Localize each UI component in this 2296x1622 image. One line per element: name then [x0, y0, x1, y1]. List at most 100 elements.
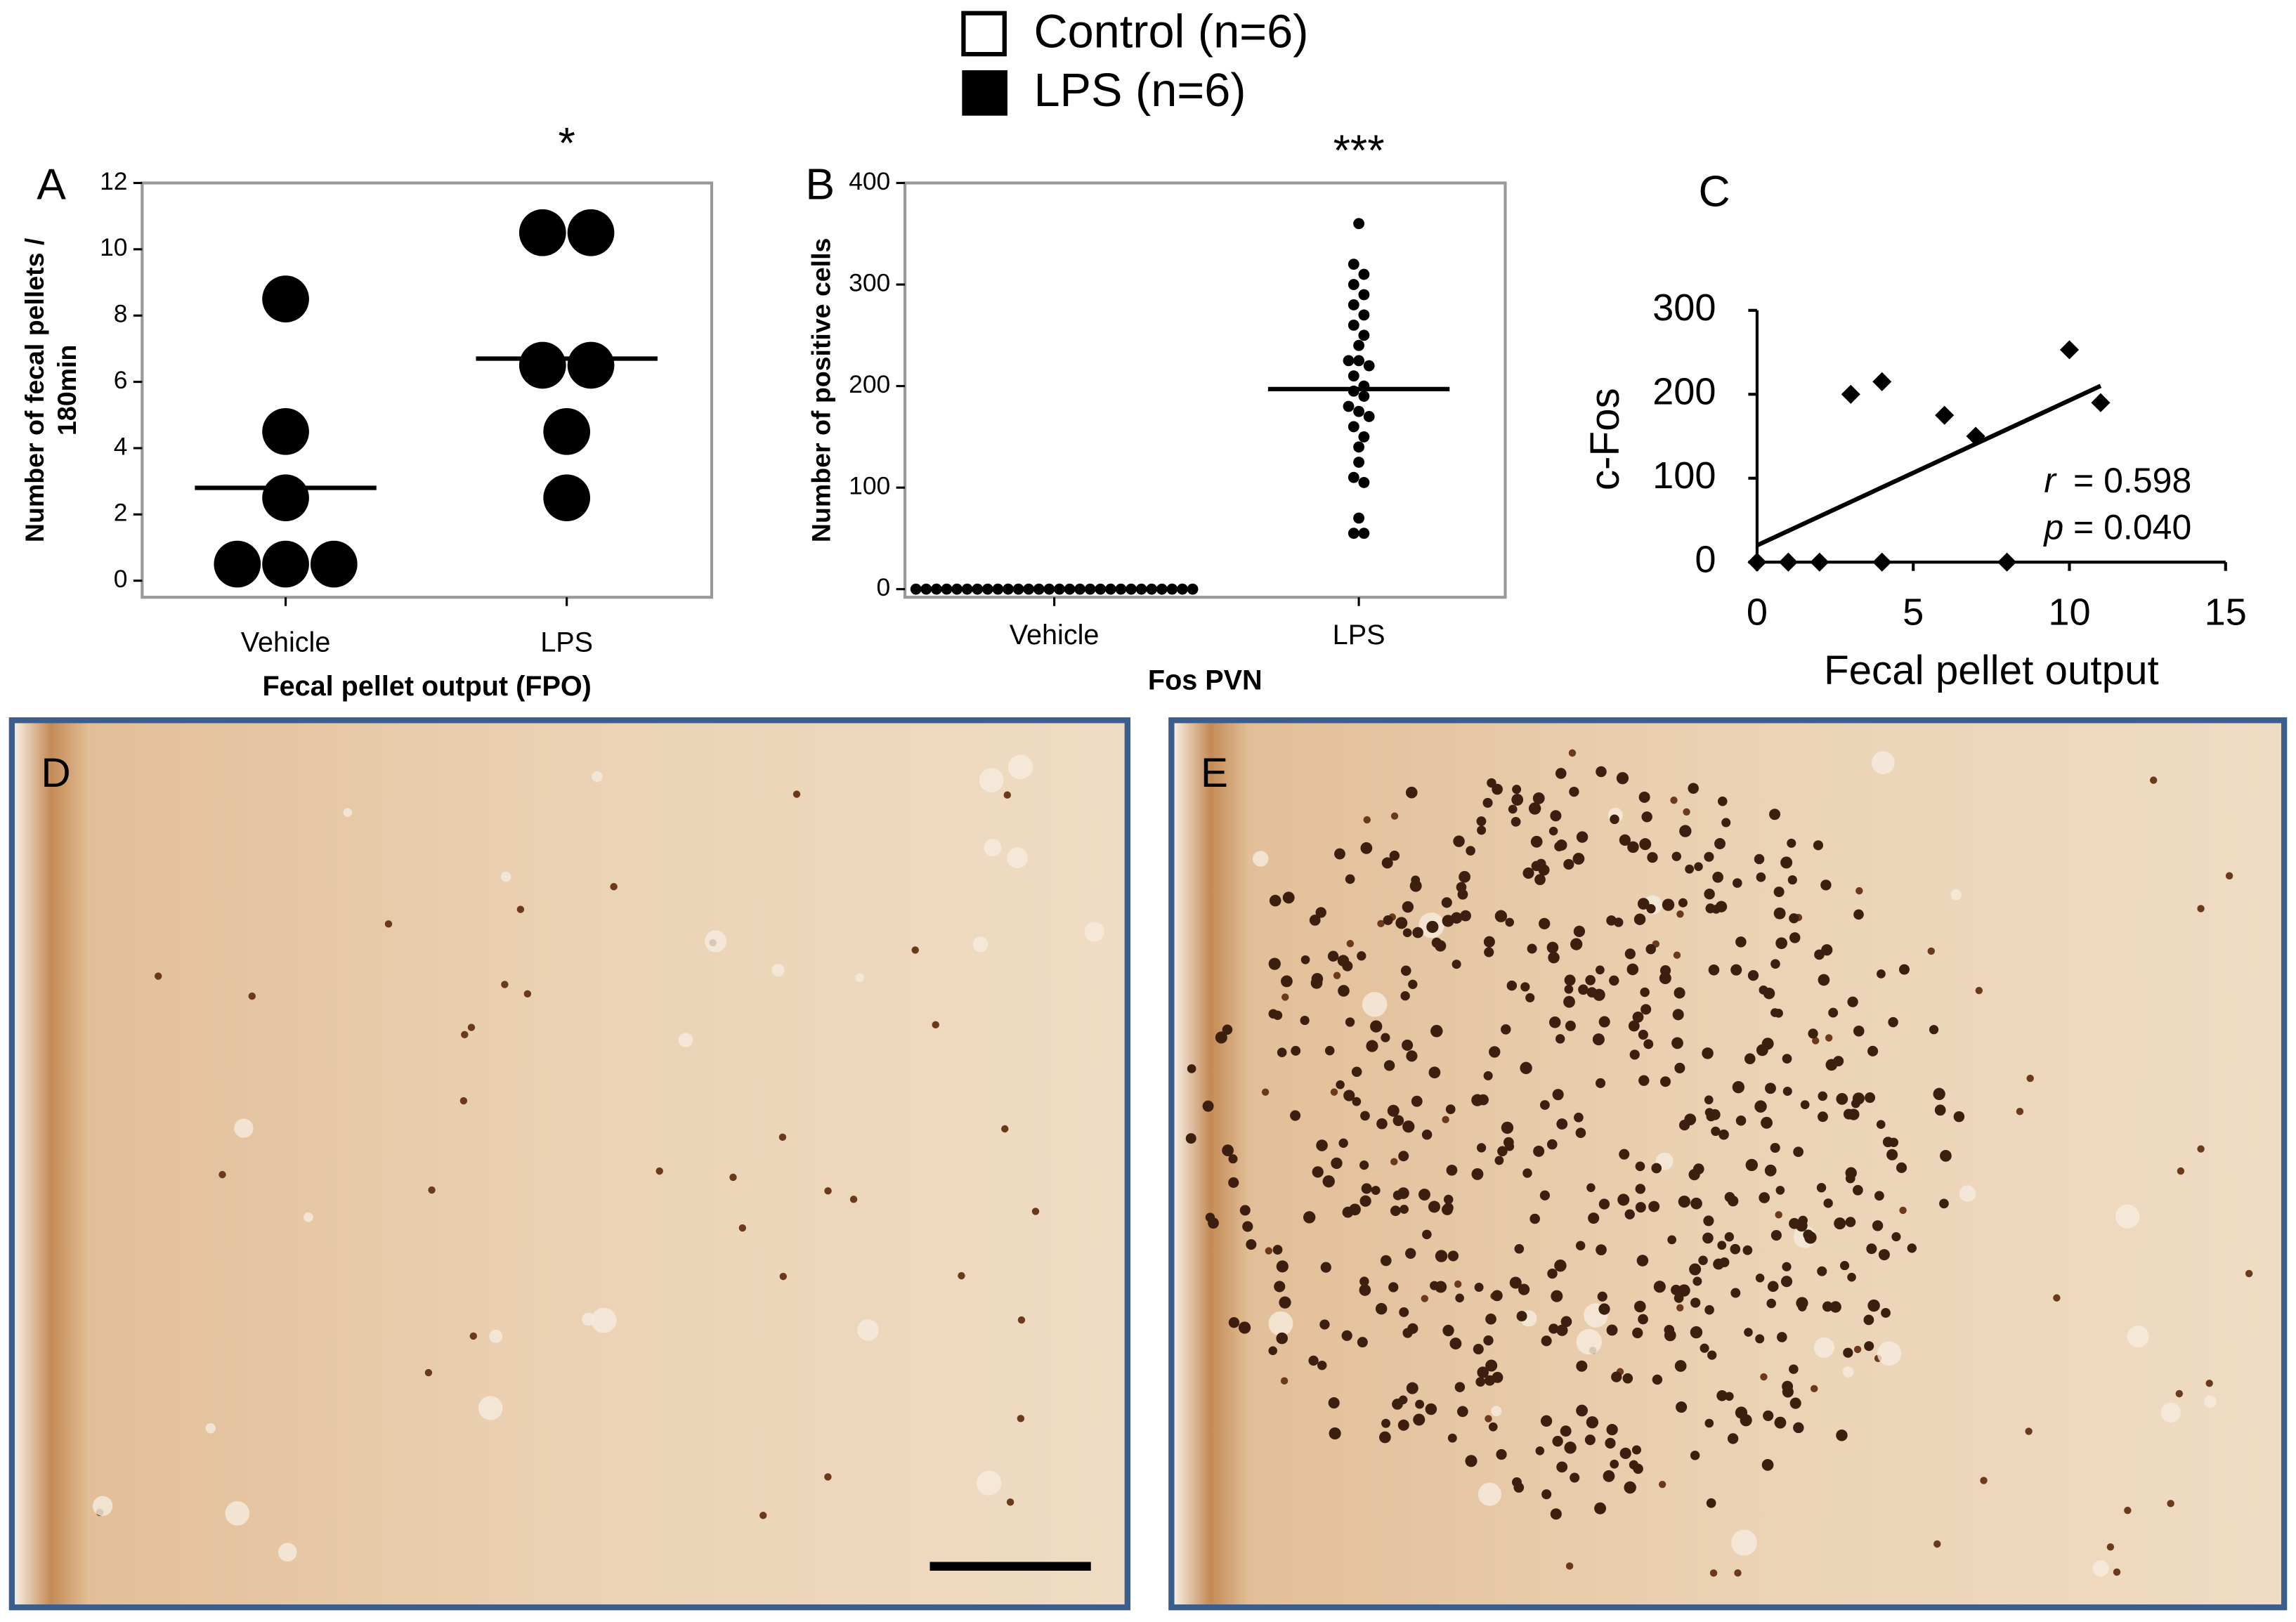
- cell: [1619, 834, 1631, 846]
- cell: [1834, 1217, 1846, 1230]
- cell: [1383, 1060, 1395, 1071]
- dot: [1358, 528, 1370, 539]
- vessel: [1950, 889, 1962, 901]
- legend-swatch: [962, 70, 1007, 116]
- cell: [1888, 1016, 1898, 1028]
- cell: [1317, 1360, 1327, 1371]
- cell: [1724, 1232, 1735, 1242]
- point: [1841, 384, 1860, 404]
- cell: [1899, 1206, 1907, 1215]
- cell: [1400, 965, 1411, 976]
- cell: [1333, 972, 1341, 979]
- cell: [1816, 1183, 1827, 1193]
- cell: [1303, 1211, 1316, 1224]
- cell: [1698, 1255, 1708, 1265]
- dot: [1348, 299, 1359, 310]
- cell: [1843, 1347, 1853, 1358]
- cell: [1755, 1274, 1765, 1283]
- cell: [1345, 1090, 1355, 1100]
- cell: [2197, 905, 2205, 913]
- cell: [1327, 950, 1339, 962]
- cell: [1708, 964, 1720, 976]
- cell: [1531, 861, 1542, 872]
- cell: [1366, 1040, 1378, 1052]
- cell: [1338, 985, 1350, 997]
- cell: [1342, 960, 1353, 972]
- vessel: [303, 1212, 313, 1222]
- cell: [1676, 1304, 1684, 1312]
- cell: [1399, 1307, 1409, 1317]
- cell: [1707, 1350, 1717, 1360]
- cell: [1242, 1221, 1253, 1232]
- cell: [1483, 1071, 1493, 1080]
- cell: [1576, 831, 1589, 843]
- cell: [1719, 1257, 1730, 1268]
- cell: [1775, 1211, 1782, 1219]
- cell: [1597, 1291, 1607, 1302]
- cell: [1635, 1202, 1646, 1213]
- cell: [1360, 842, 1373, 854]
- cell: [1570, 1472, 1580, 1483]
- vessel: [1478, 1482, 1501, 1506]
- cell: [1759, 1192, 1770, 1203]
- dot: [1177, 583, 1188, 595]
- cell: [1877, 969, 1886, 979]
- cell: [1398, 1395, 1408, 1405]
- cell: [1378, 1431, 1391, 1444]
- cell: [1652, 1374, 1663, 1385]
- cell: [779, 1272, 787, 1281]
- cell: [1744, 1328, 1753, 1337]
- point: [1810, 552, 1829, 572]
- dot: [1166, 583, 1178, 595]
- cell: [1445, 1104, 1456, 1114]
- cell: [1506, 980, 1518, 991]
- cell: [1606, 915, 1617, 926]
- cell: [1550, 1508, 1562, 1520]
- cell: [1572, 853, 1585, 865]
- cell: [1606, 1423, 1618, 1436]
- cell: [1359, 1284, 1371, 1296]
- cell: [1511, 794, 1524, 806]
- cell: [1867, 1045, 1879, 1057]
- cell: [1441, 897, 1452, 908]
- cell: [1312, 1166, 1324, 1178]
- point: [2059, 340, 2080, 360]
- cell: [1635, 1161, 1645, 1172]
- cell: [1006, 1498, 1015, 1506]
- cell: [1759, 985, 1768, 995]
- cell: [1548, 1016, 1561, 1028]
- cell: [1370, 1020, 1383, 1033]
- cell: [1533, 1145, 1545, 1157]
- cell: [2245, 1269, 2253, 1278]
- vessel: [2115, 1204, 2140, 1229]
- cell: [1454, 1382, 1466, 1392]
- cell: [1766, 1298, 1776, 1309]
- fit-line: [1756, 384, 2102, 548]
- dot: [941, 583, 953, 595]
- cell: [1300, 1015, 1310, 1026]
- legend-label: Control (n=6): [1033, 6, 1308, 58]
- dot: [1358, 268, 1370, 280]
- dot: [1156, 583, 1168, 595]
- cell: [1882, 1137, 1893, 1148]
- cell: [1638, 791, 1650, 803]
- cell: [1330, 1088, 1338, 1096]
- cell: [1357, 1337, 1368, 1348]
- cell: [1773, 887, 1785, 898]
- cell: [2167, 1500, 2174, 1507]
- cell: [1690, 1326, 1703, 1339]
- cell: [1848, 1108, 1860, 1120]
- cell: [1703, 1215, 1714, 1227]
- cell: [1455, 1293, 1464, 1303]
- cell: [1525, 993, 1535, 1002]
- vessel: [225, 1501, 250, 1526]
- cell: [1329, 1427, 1341, 1440]
- cell: [1694, 862, 1703, 871]
- cell: [1658, 1480, 1666, 1489]
- cell: [1395, 917, 1408, 929]
- cell: [1595, 965, 1605, 975]
- point: [1778, 552, 1798, 572]
- cell: [1473, 1344, 1484, 1355]
- vessel: [977, 1470, 1002, 1496]
- cell: [1622, 1373, 1633, 1384]
